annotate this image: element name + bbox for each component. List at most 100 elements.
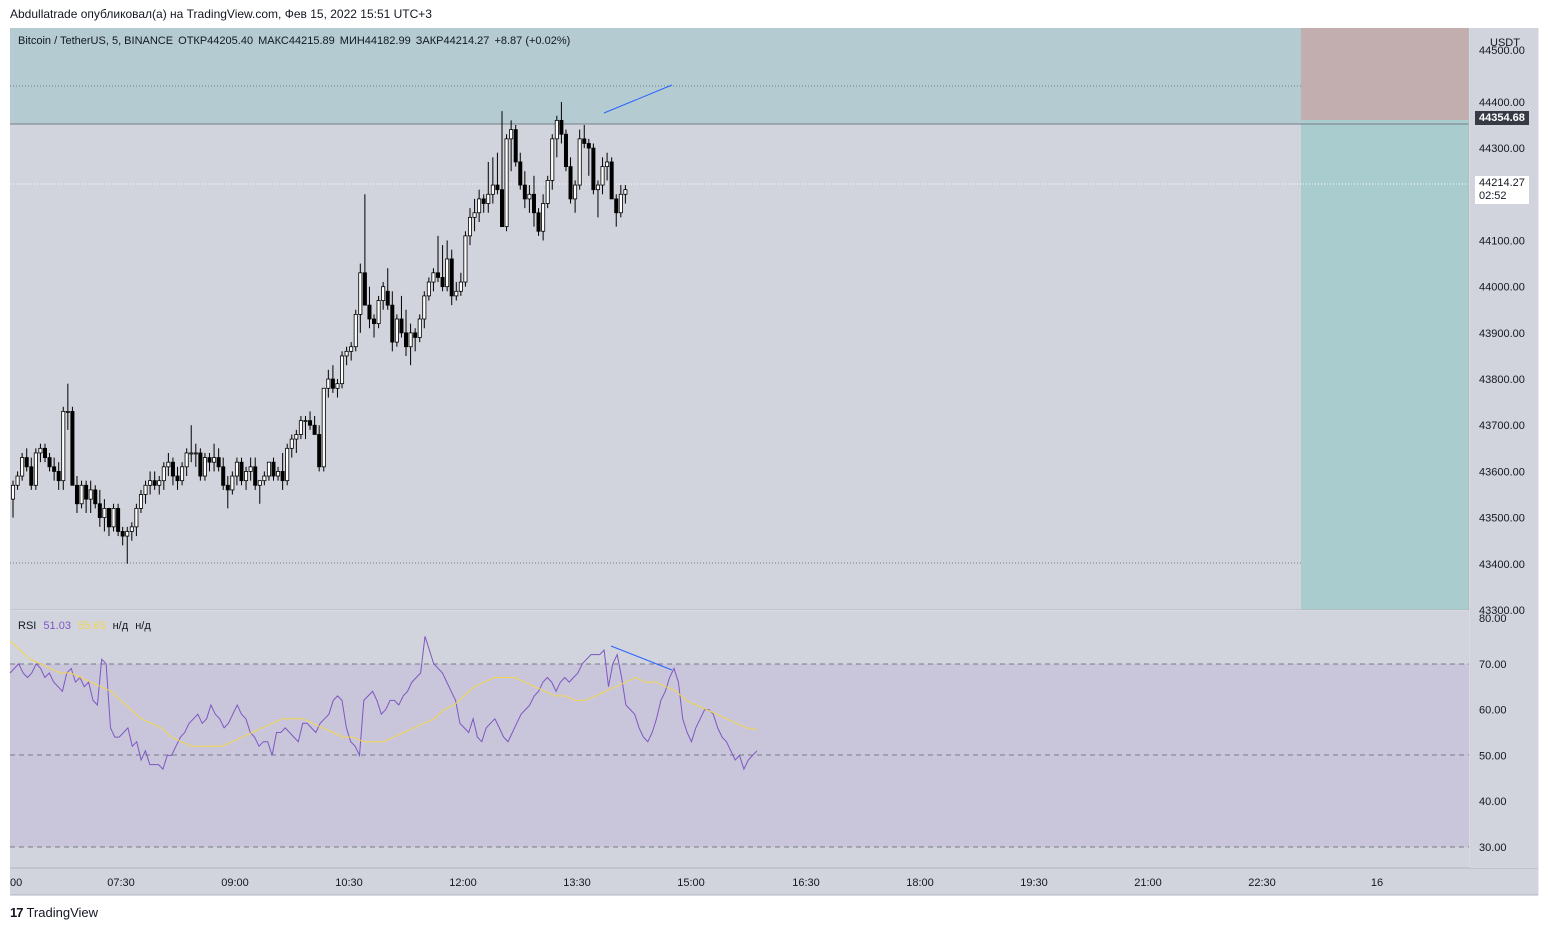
candle (326, 369, 331, 398)
footer-brand: 17 TradingView (10, 905, 98, 920)
rsi-tick-label: 70.00 (1479, 659, 1507, 671)
price-tick-label: 43400.00 (1479, 559, 1525, 571)
legend-symbol[interactable]: Bitcoin / TetherUS, 5, BINANCE (18, 35, 174, 47)
candle (559, 101, 564, 144)
candle (454, 282, 459, 301)
candle-body (125, 531, 130, 537)
rsi-legend: RSI 51.03 55.63 н/д н/д (18, 620, 151, 632)
candle (463, 231, 468, 287)
candle-body (152, 480, 157, 486)
candle-body (70, 410, 75, 486)
candle (248, 457, 253, 481)
candle-body (472, 212, 477, 218)
candle (385, 268, 390, 310)
time-axis (10, 868, 1538, 895)
candle-body (426, 281, 431, 297)
candle-body (417, 318, 422, 338)
candle-body (148, 480, 153, 486)
candle (143, 480, 148, 504)
candle (458, 272, 463, 296)
price-tick-label: 44400.00 (1479, 97, 1525, 109)
candle-body (180, 466, 185, 482)
candle-body (353, 313, 358, 348)
time-tick-label: 07:30 (107, 877, 135, 889)
candle-body (563, 133, 568, 167)
candle-body (381, 286, 386, 301)
candle (257, 480, 262, 504)
candle-body (372, 318, 377, 325)
candle-body (445, 258, 450, 288)
loss-zone-box (1301, 28, 1469, 120)
candle-body (56, 471, 61, 482)
candle (582, 125, 587, 149)
candle-body (490, 184, 495, 195)
time-tick-label: 22:30 (1248, 877, 1276, 889)
candle (541, 194, 546, 241)
candle (253, 457, 258, 490)
candle-body (623, 189, 628, 195)
candle-body (79, 484, 84, 505)
candle-body (591, 147, 596, 191)
candle (221, 457, 226, 490)
candle (230, 471, 235, 495)
candle (276, 466, 281, 481)
candle (216, 448, 221, 472)
candle-body (61, 410, 66, 482)
candle-body (422, 295, 427, 320)
time-tick-label: 15:00 (677, 877, 705, 889)
candle (609, 157, 614, 200)
candle-body (326, 378, 331, 389)
candle-body (559, 119, 564, 135)
candle (225, 476, 230, 509)
candle-body (321, 387, 326, 468)
candle-body (349, 346, 354, 352)
candle-body (477, 198, 482, 214)
price-tick-label: 43800.00 (1479, 374, 1525, 386)
time-tick-label: 00 (10, 877, 22, 889)
candle-body (29, 466, 34, 486)
candle-body (93, 489, 98, 505)
candle-body (175, 475, 180, 482)
candle-body (394, 318, 399, 343)
candle (70, 406, 75, 486)
candle (449, 249, 454, 306)
candle-body (390, 304, 395, 343)
candle (303, 416, 308, 440)
candle (61, 406, 66, 490)
candle (527, 185, 532, 213)
candle-body (536, 212, 541, 232)
rsi-label[interactable]: RSI (18, 620, 37, 632)
candle (262, 471, 267, 486)
footer-brand-name: TradingView (26, 905, 99, 920)
candle-body (582, 138, 587, 144)
candle (358, 263, 363, 333)
candle-body (527, 193, 532, 200)
candle (404, 309, 409, 356)
candle-body (399, 318, 404, 334)
time-tick-label: 12:00 (449, 877, 477, 889)
candle-body (317, 434, 322, 468)
candle-body (289, 438, 294, 449)
candle-body (504, 138, 509, 228)
candle (335, 379, 340, 398)
candle (486, 161, 491, 213)
candle-body (225, 484, 230, 491)
candle (445, 240, 450, 292)
candle (294, 429, 299, 453)
candle (125, 526, 130, 564)
candle (97, 489, 102, 527)
candle-body (600, 166, 605, 186)
candle-body (116, 507, 121, 532)
candle-body (129, 526, 134, 532)
candle-body (385, 290, 390, 306)
candle (381, 282, 386, 310)
candle (24, 448, 29, 472)
candle (490, 157, 495, 204)
candle-body (193, 452, 198, 455)
candle (38, 443, 43, 463)
candle-body (74, 484, 79, 505)
rsi-na-2: н/д (135, 620, 151, 632)
candle (52, 457, 57, 481)
candle (15, 471, 20, 490)
